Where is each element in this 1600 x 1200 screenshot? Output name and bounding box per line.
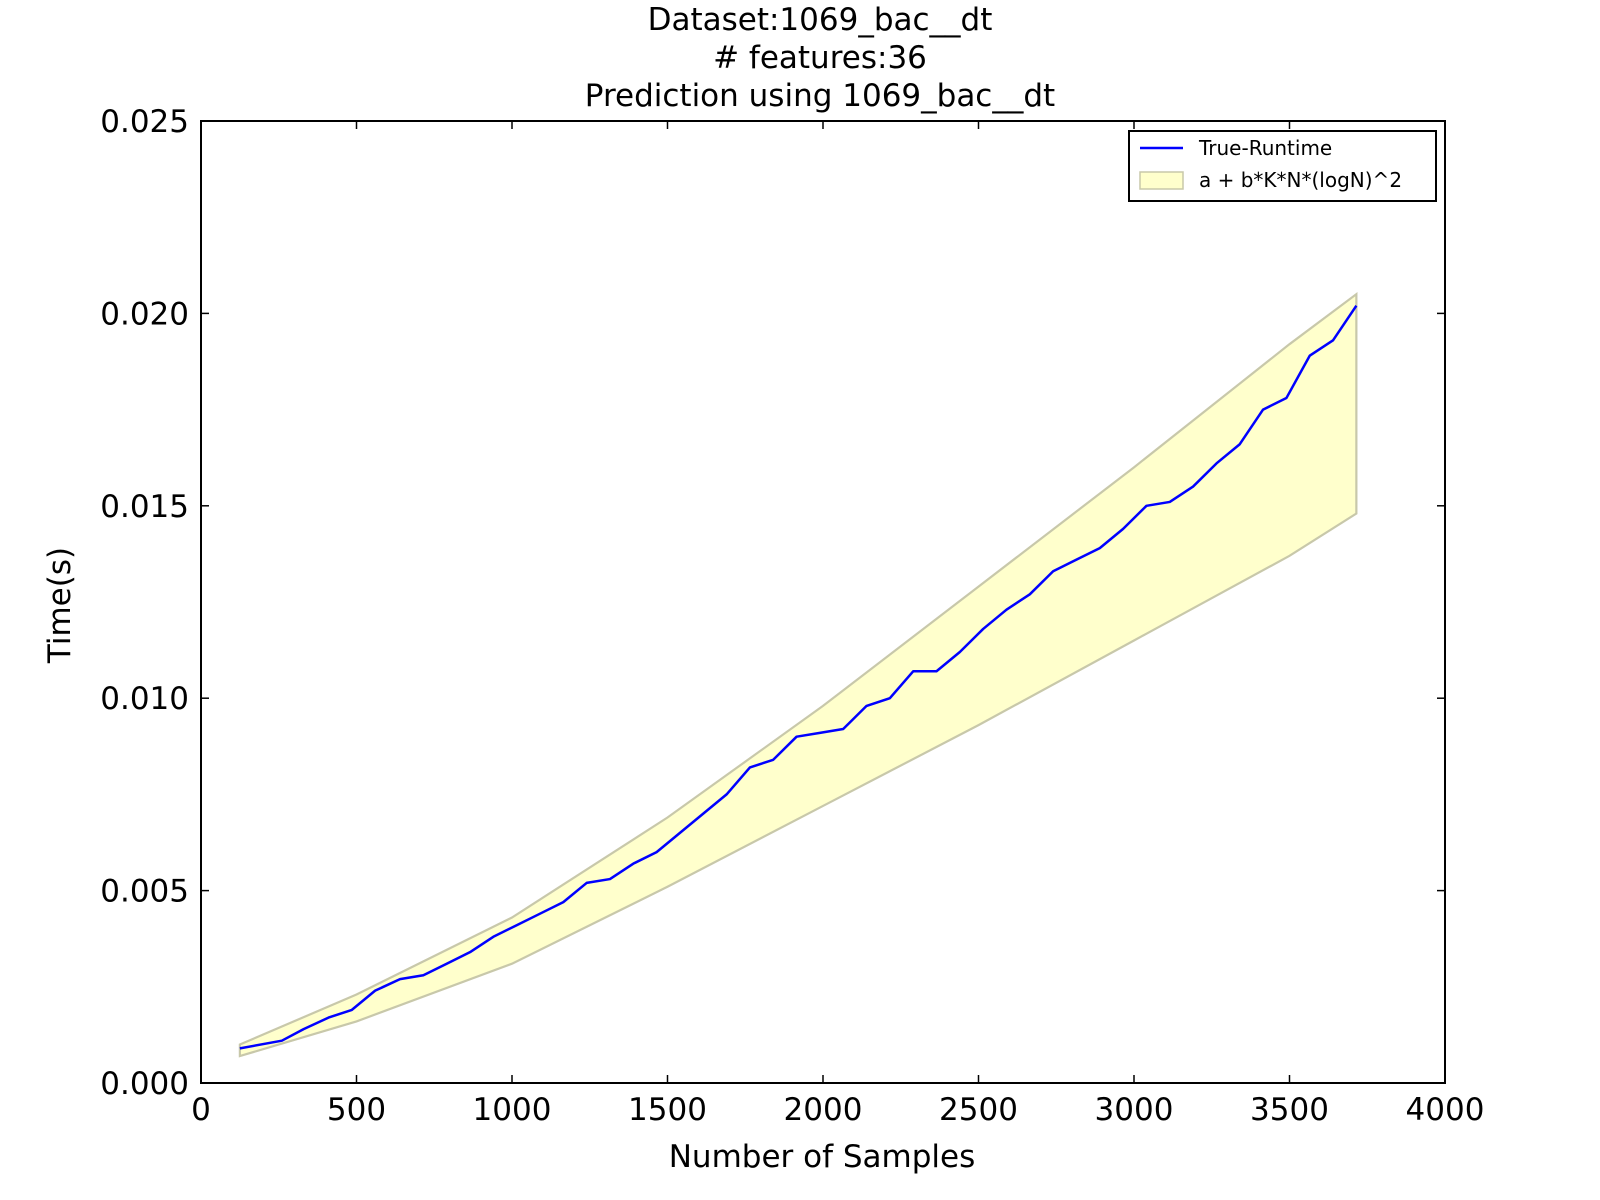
legend-swatch-model-band	[1140, 172, 1183, 189]
x-tick-label: 2500	[939, 1092, 1018, 1128]
true-runtime-line	[240, 306, 1356, 1049]
x-tick-label: 1500	[628, 1092, 707, 1128]
x-tick-label: 4000	[1406, 1092, 1485, 1128]
y-tick-label: 0.000	[100, 1066, 189, 1102]
x-tick-label: 500	[327, 1092, 386, 1128]
legend: True-Runtime a + b*K*N*(logN)^2	[1129, 131, 1436, 201]
legend-label-true-runtime: True-Runtime	[1198, 136, 1332, 160]
chart-title-line-2: # features:36	[713, 40, 927, 76]
x-tick-label: 1000	[473, 1092, 552, 1128]
x-tick-label: 3500	[1250, 1092, 1329, 1128]
chart-title-group: Dataset:1069_bac__dt # features:36 Predi…	[585, 2, 1055, 114]
y-axis-label: Time(s)	[42, 547, 78, 664]
model-prediction-band	[240, 294, 1356, 1056]
x-tick-label: 3000	[1095, 1092, 1174, 1128]
x-axis-label: Number of Samples	[669, 1139, 976, 1175]
y-tick-label: 0.005	[100, 874, 189, 910]
x-tick-label: 2000	[784, 1092, 863, 1128]
chart-title-line-3: Prediction using 1069_bac__dt	[585, 78, 1055, 114]
y-tick-label: 0.010	[100, 681, 189, 717]
y-tick-label: 0.020	[100, 296, 189, 332]
band-layer	[240, 294, 1356, 1056]
chart-title-line-1: Dataset:1069_bac__dt	[648, 2, 993, 38]
x-tick-label: 0	[191, 1092, 211, 1128]
y-tick-label: 0.015	[100, 489, 189, 525]
y-tick-label: 0.025	[100, 104, 189, 140]
line-layer	[240, 306, 1356, 1049]
plot-frame	[201, 121, 1445, 1083]
legend-label-model-band: a + b*K*N*(logN)^2	[1199, 168, 1402, 192]
ticks-layer: 0 500 1000 1500 2000 2500 3000 3500 4000 0.000 0.0…	[100, 104, 1484, 1128]
